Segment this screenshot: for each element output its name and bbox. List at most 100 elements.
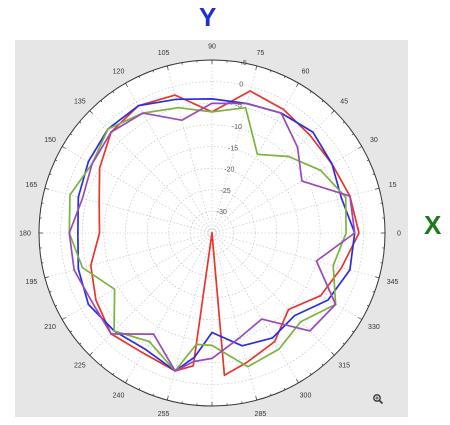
- frame-tick: [372, 173, 375, 175]
- frame-tick: [138, 387, 141, 390]
- angle-tick-label: 60: [302, 69, 310, 76]
- angular-gridline: [211, 187, 380, 234]
- frame-tick: [375, 276, 380, 279]
- frame-tick: [270, 393, 272, 396]
- radial-tick-label: -15: [228, 145, 238, 152]
- angular-gridline: [211, 83, 299, 234]
- angle-tick-label: 330: [368, 324, 380, 331]
- angular-gridline: [125, 83, 213, 234]
- radial-gridline: [125, 146, 299, 320]
- angle-tick-label: 180: [19, 231, 31, 238]
- frame-tick: [342, 121, 345, 124]
- frame-tick: [125, 379, 128, 383]
- frame-tick: [125, 83, 128, 87]
- radial-tick-label: 0: [239, 81, 243, 88]
- y-axis-label: Y: [199, 2, 217, 32]
- angle-tick-label: 225: [74, 363, 86, 370]
- frame-tick: [62, 317, 66, 320]
- angle-tick-label: 195: [26, 279, 38, 286]
- angular-gridline: [44, 187, 213, 234]
- frame-tick: [44, 187, 49, 190]
- series-line-3: [68, 106, 347, 372]
- frame-tick: [89, 352, 93, 356]
- angle-tick-label: 135: [74, 98, 86, 105]
- angular-gridline: [211, 232, 299, 383]
- frame-tick: [372, 291, 375, 293]
- frame-tick: [152, 393, 154, 396]
- plot-panel: 0 15 30 45 60 75 90 105 120 135 150 165 180 195 210 225…: [15, 40, 408, 425]
- angular-gridline: [211, 110, 335, 234]
- frame-tick: [166, 65, 169, 70]
- angle-tick-label: 300: [300, 392, 312, 399]
- angular-gridline: [89, 110, 213, 234]
- angle-tick-label: 315: [338, 363, 350, 370]
- radial-tick-label: -10: [232, 124, 242, 131]
- frame-tick: [331, 110, 335, 114]
- frame-tick: [321, 363, 324, 366]
- angular-gridline: [211, 232, 362, 320]
- angular-gridline: [211, 232, 335, 356]
- angular-gridline: [166, 65, 213, 234]
- frame-tick: [331, 352, 335, 356]
- frame-tick: [112, 372, 115, 375]
- frame-tick: [62, 146, 66, 149]
- x-axis-label: X: [424, 210, 442, 240]
- angular-gridline: [211, 146, 362, 234]
- angle-tick-label: 345: [387, 279, 399, 286]
- angular-gridline: [62, 146, 213, 234]
- frame-tick: [375, 187, 380, 190]
- frame-tick: [100, 363, 103, 366]
- radial-tick-label: -20: [224, 167, 234, 174]
- angle-tick-label: 285: [255, 411, 267, 417]
- frame-tick: [358, 317, 362, 320]
- frame-tick: [351, 330, 354, 333]
- frame-tick: [49, 173, 52, 175]
- radial-tick-label: -30: [217, 209, 227, 216]
- frame-tick: [79, 342, 82, 345]
- angle-tick-label: 150: [44, 137, 56, 144]
- polar-chart: 0 15 30 45 60 75 90 105 120 135 150 165 180 195 210 225…: [19, 44, 401, 425]
- series-line-1: [89, 90, 360, 377]
- frame-tick: [342, 342, 345, 345]
- series-line-4: [68, 102, 356, 372]
- frame-tick: [296, 83, 299, 87]
- frame-tick: [49, 291, 52, 293]
- angle-tick-label: 90: [208, 44, 216, 51]
- angle-tick-label: 45: [340, 98, 348, 105]
- angle-tick-label: 210: [44, 324, 56, 331]
- angular-gridline: [166, 232, 213, 401]
- frame-tick: [358, 146, 362, 149]
- magnifier-zoom-icon[interactable]: [373, 394, 384, 405]
- angular-gridline: [44, 232, 213, 279]
- radial-tick-label: 5: [243, 60, 247, 67]
- angle-tick-label: 165: [26, 182, 38, 189]
- frame-tick: [138, 76, 141, 79]
- frame-tick: [89, 110, 93, 114]
- frame-tick: [55, 159, 58, 162]
- frame-tick: [366, 159, 369, 162]
- frame-tick: [283, 76, 286, 79]
- frame-tick: [255, 65, 258, 70]
- frame-tick: [166, 396, 169, 401]
- angle-tick-label: 105: [158, 50, 170, 57]
- angular-gridline: [211, 232, 258, 401]
- frame-tick: [112, 91, 115, 94]
- frame-tick: [44, 276, 49, 279]
- frame-tick: [366, 304, 369, 307]
- angle-tick-label: 255: [158, 411, 170, 417]
- frame-tick: [309, 372, 312, 375]
- frame-tick: [55, 304, 58, 307]
- frame-tick: [351, 133, 354, 136]
- angular-gridline: [125, 232, 213, 383]
- radial-tick-label: -25: [221, 188, 231, 195]
- radial-tick-label: -5: [236, 103, 242, 110]
- angle-tick-label: 15: [389, 182, 397, 189]
- frame-tick: [283, 387, 286, 390]
- frame-tick: [70, 133, 73, 136]
- frame-tick: [100, 100, 103, 103]
- frame-tick: [296, 379, 299, 383]
- frame-tick: [70, 330, 73, 333]
- frame-tick: [255, 396, 258, 401]
- angular-gridline: [89, 232, 213, 356]
